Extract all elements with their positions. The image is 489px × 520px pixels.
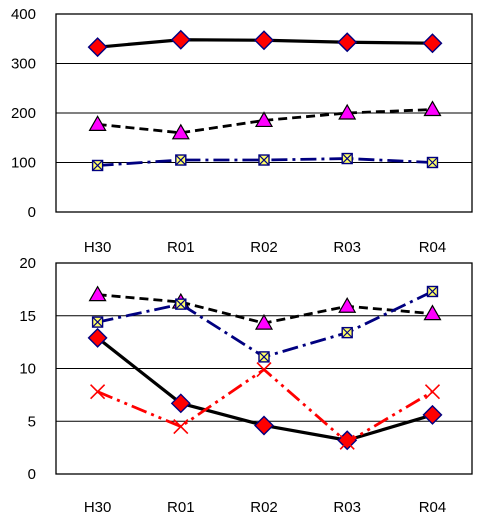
bottom-y-tick-label: 20 bbox=[19, 255, 36, 272]
top-series-3-point-square-marker bbox=[91, 159, 104, 172]
bottom-x-tick-label: R03 bbox=[333, 499, 361, 516]
top-series-1-point-diamond-marker bbox=[170, 29, 191, 50]
bottom-series-1-point-triangle-marker bbox=[338, 297, 357, 313]
bottom-series-2-point-square-cross bbox=[175, 298, 187, 310]
top-series-1-point-diamond-marker bbox=[254, 30, 274, 51]
bottom-y-tick-label: 15 bbox=[19, 308, 36, 325]
bottom-x-tick-label: R02 bbox=[250, 499, 278, 516]
bottom-x-tick-label: H30 bbox=[84, 499, 112, 516]
bottom-series-4-point-x-marker bbox=[173, 418, 189, 435]
bottom-y-tick-label: 10 bbox=[19, 361, 36, 378]
bottom-series-3-point-diamond-marker bbox=[422, 404, 443, 425]
bottom-x-tick-label: R01 bbox=[167, 499, 195, 516]
bottom-series-1-point-triangle-marker bbox=[88, 285, 107, 302]
top-series-3 bbox=[91, 152, 439, 172]
top-series-3-point-square-cross bbox=[258, 154, 270, 166]
bottom-series-4-point-x-marker bbox=[90, 384, 106, 400]
bottom-series-2-point-square-marker bbox=[341, 326, 353, 339]
top-series-3-point-square-cross bbox=[341, 153, 353, 164]
bottom-chart: 0 5 10 15 20 H30 R01 R02 R03 R04 bbox=[19, 255, 473, 516]
bottom-series-2-point-square-cross bbox=[427, 286, 438, 297]
bottom-series-3-point-diamond-marker bbox=[170, 393, 191, 414]
bottom-series-4-point-x-marker bbox=[339, 434, 355, 450]
top-series-3-point-square-cross bbox=[175, 154, 187, 166]
bottom-series-2-point-square-marker bbox=[91, 316, 104, 328]
bottom-series-2-point-square-cross bbox=[341, 327, 353, 339]
bottom-x-tick-label: R04 bbox=[419, 499, 447, 516]
top-series-1-point-diamond-marker bbox=[422, 33, 443, 54]
bottom-series-2-point-square-marker bbox=[426, 285, 439, 298]
top-series-3-point-square-marker bbox=[258, 154, 270, 166]
bottom-series-2-point-square-cross bbox=[258, 351, 270, 363]
top-chart: 0 100 200 300 400 H30 R01 R02 R03 R04 bbox=[11, 6, 473, 256]
bottom-series-3 bbox=[87, 327, 443, 451]
bottom-series-2-point-square-marker bbox=[175, 298, 187, 310]
top-series-1-point-diamond-marker bbox=[337, 32, 358, 53]
top-y-tick-label: 200 bbox=[11, 105, 36, 122]
bottom-series-2 bbox=[91, 285, 439, 363]
top-y-tick-label: 0 bbox=[28, 204, 36, 221]
top-series-3-point-square-cross bbox=[92, 160, 104, 171]
bottom-series-1-point-triangle-marker bbox=[423, 304, 442, 321]
bottom-series-1-point-triangle-marker bbox=[254, 313, 274, 330]
top-series-2-point-triangle-marker bbox=[88, 115, 107, 131]
top-series-2-point-triangle-marker bbox=[171, 123, 190, 140]
top-y-tick-label: 400 bbox=[11, 6, 36, 23]
top-y-tick-label: 100 bbox=[11, 155, 36, 172]
top-series-2-point-triangle-marker bbox=[423, 100, 442, 117]
top-series-3-point-square-cross bbox=[427, 157, 438, 168]
top-x-tick-label: R02 bbox=[250, 239, 278, 256]
top-y-tick-label: 300 bbox=[11, 56, 36, 73]
top-x-tick-label: H30 bbox=[84, 239, 112, 256]
bottom-series-3-point-diamond-marker bbox=[337, 430, 358, 451]
top-series-2 bbox=[88, 100, 442, 140]
top-x-tick-label: R03 bbox=[333, 239, 361, 256]
top-x-tick-label: R04 bbox=[419, 239, 447, 256]
bottom-series-2-point-square-cross bbox=[92, 316, 104, 328]
bottom-series-2-point-square-marker bbox=[258, 351, 270, 363]
bottom-plot-frame bbox=[55, 262, 473, 475]
bottom-series-4-point-x-marker bbox=[424, 384, 441, 400]
bottom-series-1 bbox=[88, 285, 442, 330]
top-series-2-point-triangle-marker bbox=[338, 103, 357, 120]
bottom-series-4-point-x-marker bbox=[256, 361, 272, 378]
top-series-3-point-square-marker bbox=[341, 152, 353, 165]
bottom-y-tick-label: 0 bbox=[28, 466, 36, 483]
top-x-tick-label: R01 bbox=[167, 239, 195, 256]
top-series-2-point-triangle-marker bbox=[254, 111, 274, 128]
top-series-3-point-square-marker bbox=[175, 154, 187, 166]
bottom-series-4 bbox=[90, 361, 441, 450]
top-series-1 bbox=[87, 29, 443, 58]
bottom-y-tick-label: 5 bbox=[28, 413, 36, 430]
top-series-3-point-square-marker bbox=[426, 156, 439, 169]
top-series-1-point-diamond-marker bbox=[87, 37, 108, 58]
bottom-series-3-point-diamond-marker bbox=[87, 327, 108, 348]
bottom-series-3-point-diamond-marker bbox=[254, 415, 274, 436]
top-plot-frame bbox=[55, 13, 473, 213]
